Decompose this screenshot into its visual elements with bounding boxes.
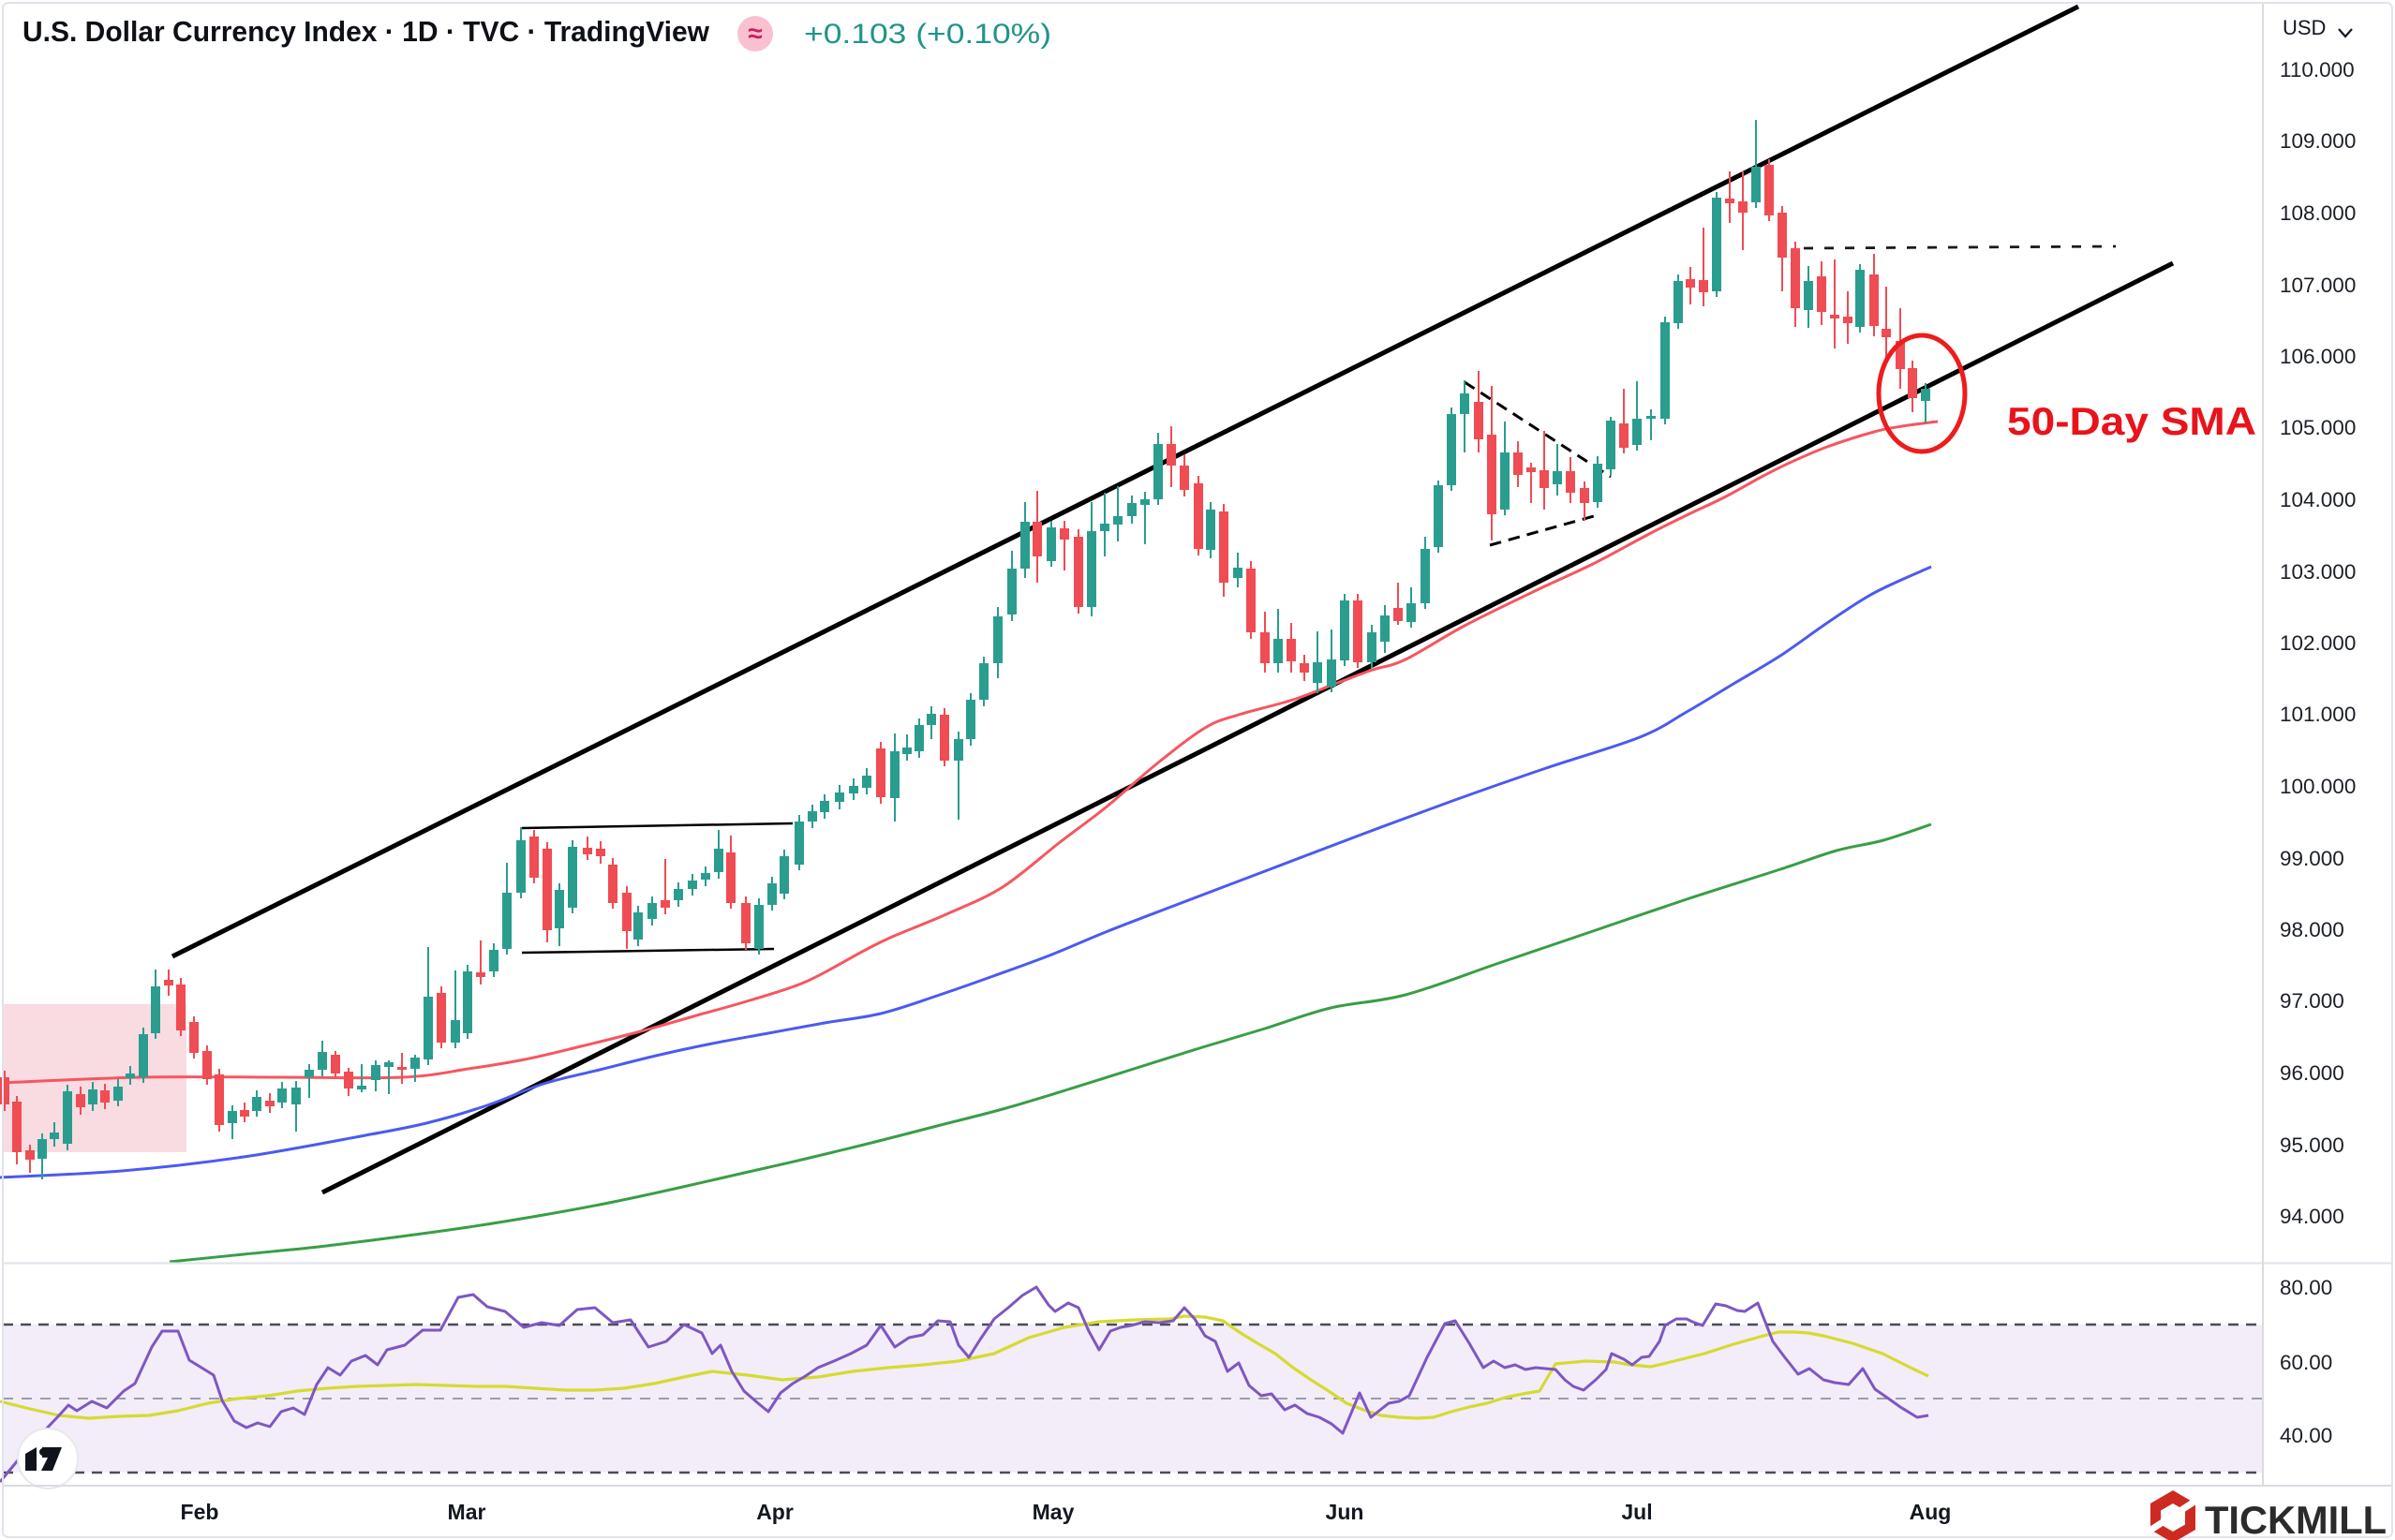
svg-text:97.000: 97.000 [2280, 989, 2344, 1013]
svg-text:95.000: 95.000 [2280, 1133, 2344, 1157]
svg-text:Jun: Jun [1326, 1500, 1364, 1524]
svg-text:May: May [1033, 1500, 1075, 1524]
svg-text:99.000: 99.000 [2280, 847, 2344, 870]
svg-text:109.000: 109.000 [2280, 129, 2356, 153]
svg-text:107.000: 107.000 [2280, 274, 2356, 297]
svg-text:106.000: 106.000 [2280, 345, 2356, 368]
svg-text:Mar: Mar [448, 1500, 486, 1524]
svg-text:98.000: 98.000 [2280, 918, 2344, 941]
svg-text:110.000: 110.000 [2280, 58, 2355, 81]
svg-text:94.000: 94.000 [2280, 1205, 2344, 1228]
svg-text:100.000: 100.000 [2280, 775, 2356, 798]
svg-text:40.00: 40.00 [2280, 1424, 2332, 1447]
svg-text:USD: USD [2283, 16, 2326, 39]
svg-text:Aug: Aug [1910, 1500, 1952, 1524]
svg-text:104.000: 104.000 [2280, 488, 2356, 511]
svg-text:102.000: 102.000 [2280, 631, 2356, 655]
svg-text:+0.103 (+0.10%): +0.103 (+0.10%) [804, 19, 1051, 50]
svg-text:96.000: 96.000 [2280, 1061, 2344, 1085]
svg-text:50-Day SMA: 50-Day SMA [2007, 399, 2256, 443]
svg-text:103.000: 103.000 [2280, 560, 2356, 584]
svg-text:80.00: 80.00 [2280, 1276, 2332, 1299]
svg-text:101.000: 101.000 [2280, 703, 2356, 726]
svg-text:Feb: Feb [181, 1500, 219, 1524]
svg-text:U.S. Dollar Currency Index · 1: U.S. Dollar Currency Index · 1D · TVC · … [22, 15, 710, 48]
svg-text:60.00: 60.00 [2280, 1351, 2332, 1374]
svg-text:Jul: Jul [1621, 1500, 1652, 1524]
svg-text:105.000: 105.000 [2280, 416, 2356, 439]
svg-text:108.000: 108.000 [2280, 201, 2356, 225]
svg-text:≈: ≈ [748, 19, 762, 48]
svg-text:Apr: Apr [756, 1500, 794, 1524]
svg-text:TICKMILL: TICKMILL [2205, 1498, 2387, 1540]
